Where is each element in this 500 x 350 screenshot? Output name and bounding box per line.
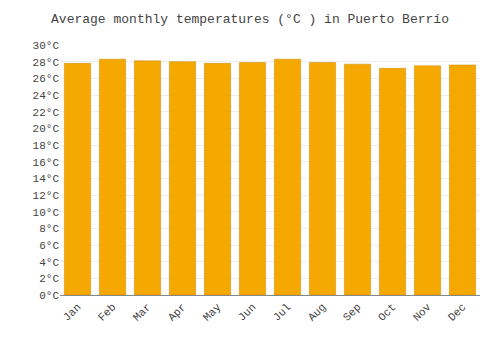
svg-text:28°C: 28°C — [33, 57, 60, 69]
svg-text:22°C: 22°C — [33, 107, 60, 119]
svg-text:14°C: 14°C — [33, 173, 60, 185]
svg-text:6°C: 6°C — [39, 240, 59, 252]
svg-text:8°C: 8°C — [39, 223, 59, 235]
svg-text:Sep: Sep — [341, 301, 363, 323]
svg-text:Average monthly temperatures (: Average monthly temperatures (°C ) in Pu… — [51, 12, 449, 27]
svg-text:Apr: Apr — [166, 301, 188, 323]
svg-text:Jun: Jun — [236, 301, 258, 323]
svg-text:May: May — [201, 301, 224, 324]
svg-text:Jul: Jul — [271, 301, 293, 323]
svg-text:12°C: 12°C — [33, 190, 60, 202]
svg-text:Aug: Aug — [306, 301, 328, 323]
svg-text:20°C: 20°C — [33, 123, 60, 135]
svg-text:24°C: 24°C — [33, 90, 60, 102]
svg-text:16°C: 16°C — [33, 157, 60, 169]
svg-text:Nov: Nov — [411, 301, 434, 324]
svg-text:Feb: Feb — [96, 301, 118, 323]
svg-text:Jan: Jan — [61, 301, 83, 323]
svg-text:18°C: 18°C — [33, 140, 60, 152]
svg-text:26°C: 26°C — [33, 73, 60, 85]
svg-text:Oct: Oct — [376, 301, 398, 323]
svg-text:30°C: 30°C — [33, 40, 60, 52]
svg-text:0°C: 0°C — [39, 290, 59, 302]
svg-text:Dec: Dec — [446, 301, 468, 323]
svg-text:2°C: 2°C — [39, 273, 59, 285]
svg-text:Mar: Mar — [131, 301, 153, 323]
svg-text:10°C: 10°C — [33, 207, 60, 219]
svg-text:4°C: 4°C — [39, 257, 59, 269]
